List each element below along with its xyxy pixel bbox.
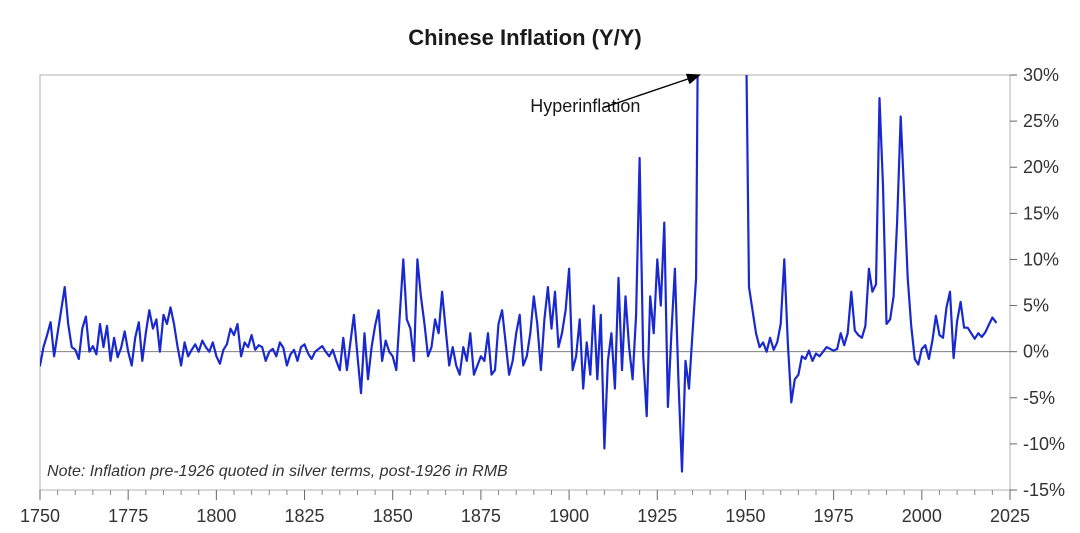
x-tick-label: 1850 bbox=[373, 506, 413, 526]
y-tick-label: 20% bbox=[1023, 157, 1059, 177]
x-tick-label: 1825 bbox=[285, 506, 325, 526]
plot-border bbox=[40, 75, 1010, 490]
y-tick-label: -5% bbox=[1023, 388, 1055, 408]
chart-svg: Chinese Inflation (Y/Y) -15% -10% -5% 0% 5% 10… bbox=[0, 0, 1080, 533]
y-tick-label: 30% bbox=[1023, 65, 1059, 85]
x-tick-label: 1875 bbox=[461, 506, 501, 526]
x-tick-label: 2000 bbox=[902, 506, 942, 526]
y-tick-label: 25% bbox=[1023, 111, 1059, 131]
annotation-arrow bbox=[604, 75, 699, 107]
y-tick-label: 0% bbox=[1023, 342, 1049, 362]
chart-title: Chinese Inflation (Y/Y) bbox=[408, 25, 641, 50]
annotation-hyperinflation: Hyperinflation bbox=[530, 96, 640, 116]
x-tick-label: 2025 bbox=[990, 506, 1030, 526]
x-tick-label: 1900 bbox=[549, 506, 589, 526]
y-tick-label: 15% bbox=[1023, 203, 1059, 223]
y-tick-label: -10% bbox=[1023, 434, 1065, 454]
x-tick-label: 1775 bbox=[108, 506, 148, 526]
y-tick-label: 5% bbox=[1023, 296, 1049, 316]
chart-container: Chinese Inflation (Y/Y) -15% -10% -5% 0% 5% 10… bbox=[0, 0, 1080, 533]
x-tick-label: 1925 bbox=[637, 506, 677, 526]
x-tick-label: 1950 bbox=[725, 506, 765, 526]
y-tick-label: 10% bbox=[1023, 249, 1059, 269]
y-tick-label: -15% bbox=[1023, 480, 1065, 500]
x-tick-label: 1800 bbox=[196, 506, 236, 526]
x-tick-label: 1975 bbox=[814, 506, 854, 526]
inflation-line bbox=[40, 0, 996, 472]
x-tick-label: 1750 bbox=[20, 506, 60, 526]
chart-footnote: Note: Inflation pre-1926 quoted in silve… bbox=[47, 463, 508, 480]
